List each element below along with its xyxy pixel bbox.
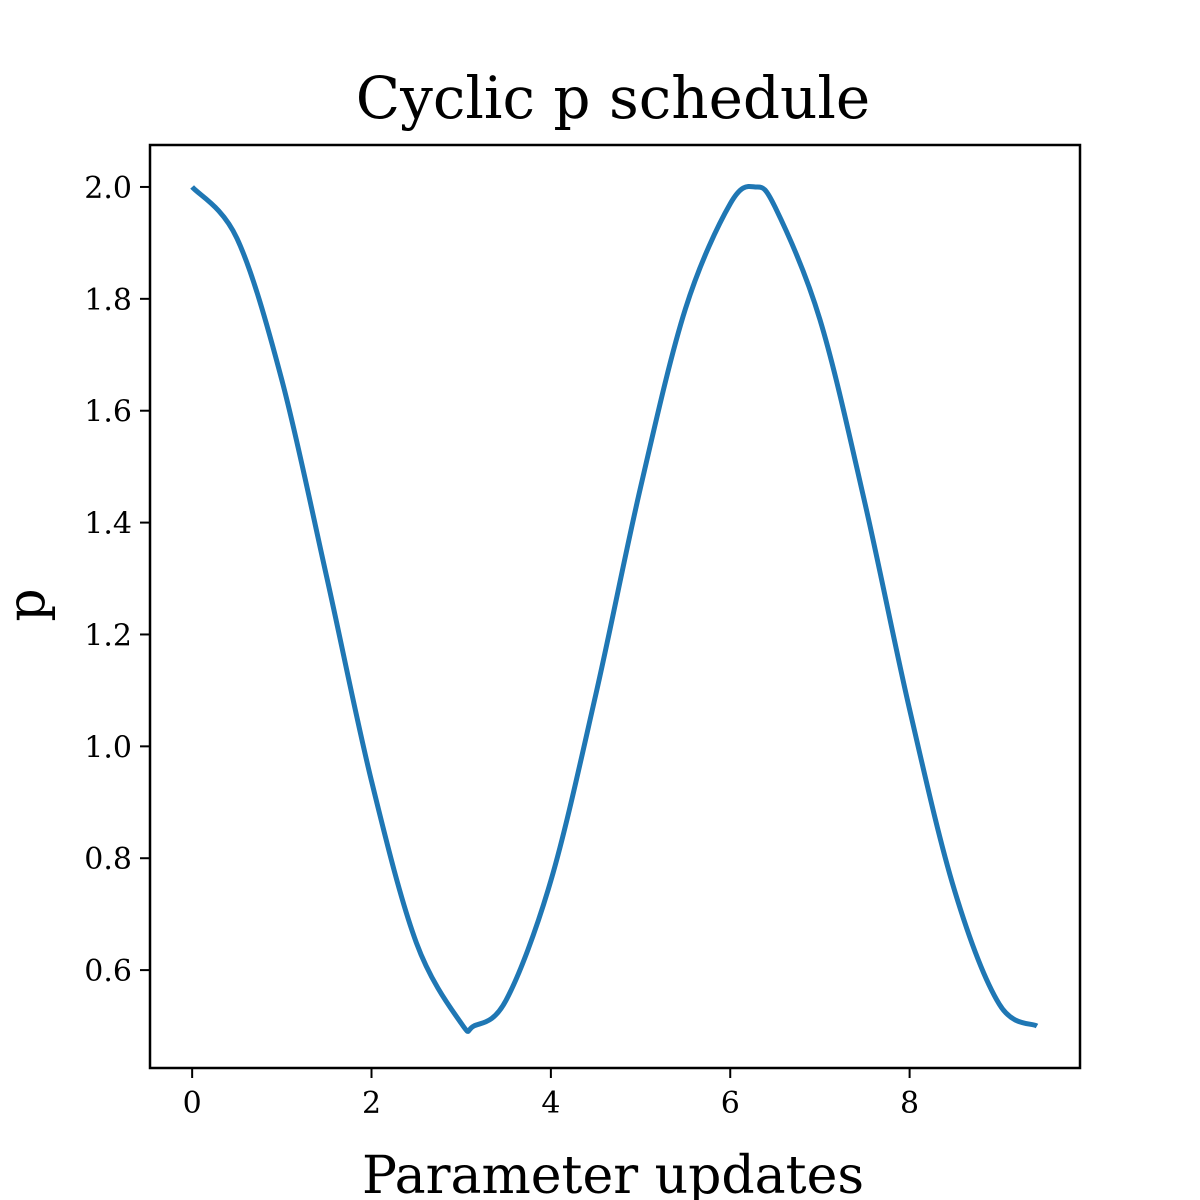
x-tick-label: 8 bbox=[900, 1086, 919, 1121]
axes-frame bbox=[148, 143, 1082, 1070]
chart-title: Cyclic p schedule bbox=[356, 64, 871, 132]
plot-area bbox=[190, 183, 1039, 1034]
y-tick-label: 1.0 bbox=[84, 730, 132, 765]
x-tick-label: 2 bbox=[362, 1086, 381, 1121]
y-axis: 0.6 0.8 1.0 1.2 1.4 1.6 1.8 2.0 bbox=[84, 171, 150, 989]
x-axis-label: Parameter updates bbox=[362, 1146, 864, 1200]
y-tick-label: 1.8 bbox=[84, 283, 132, 318]
y-tick-label: 0.6 bbox=[84, 954, 132, 989]
y-tick-label: 2.0 bbox=[84, 171, 132, 206]
x-tick-label: 0 bbox=[183, 1086, 202, 1121]
y-tick-label: 0.8 bbox=[84, 842, 132, 877]
y-axis-label: p bbox=[0, 588, 57, 621]
series-line-0 bbox=[190, 183, 1039, 1034]
x-axis: 0 2 4 6 8 bbox=[183, 1068, 919, 1121]
y-tick-label: 1.2 bbox=[84, 618, 132, 653]
x-tick-label: 6 bbox=[721, 1086, 740, 1121]
y-tick-label: 1.4 bbox=[84, 507, 132, 542]
y-tick-label: 1.6 bbox=[84, 395, 132, 430]
x-tick-label: 4 bbox=[541, 1086, 560, 1121]
